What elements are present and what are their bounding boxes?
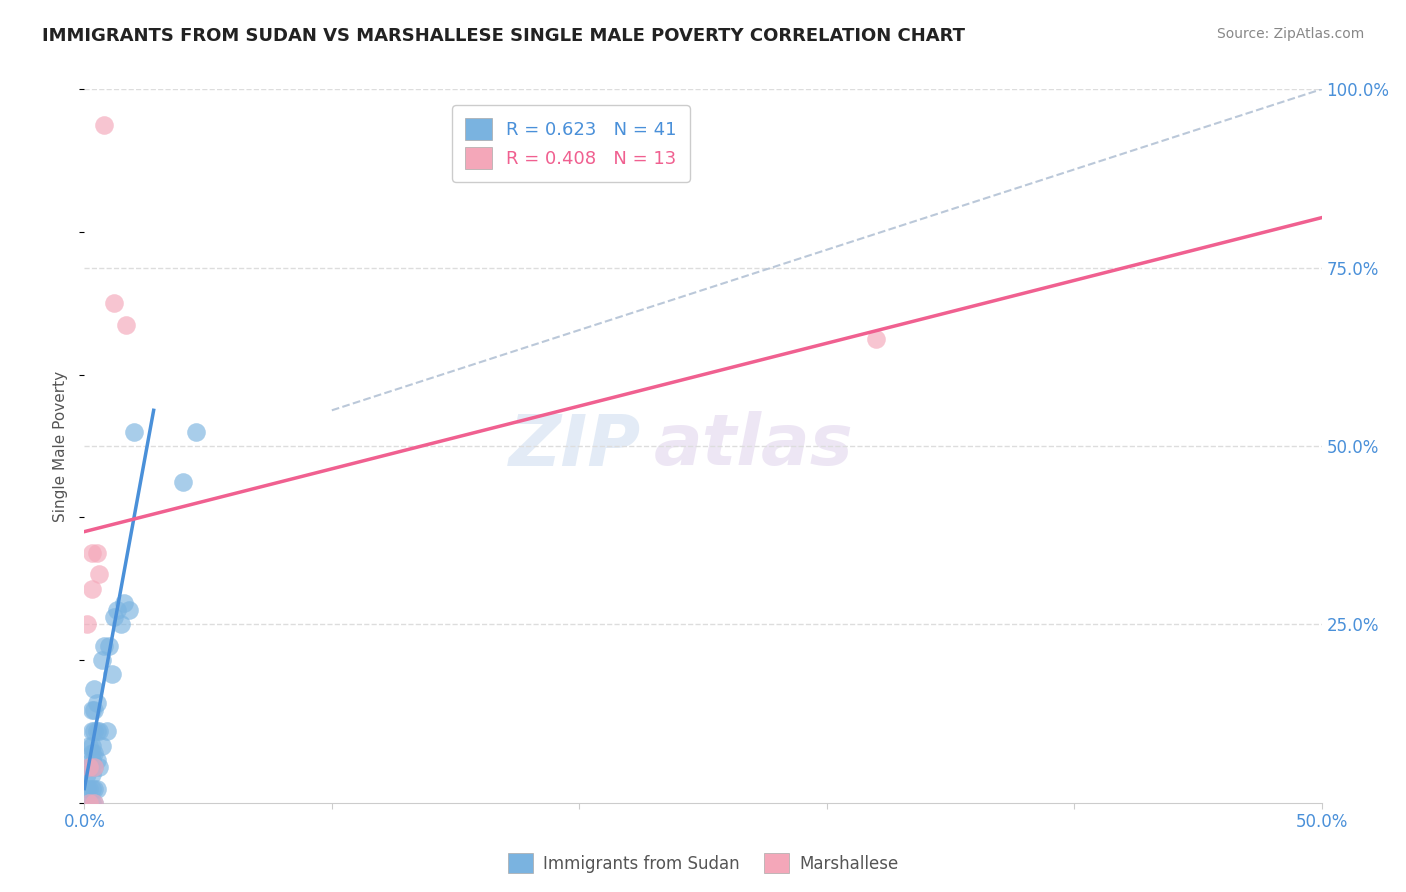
Point — [79, 781, 101, 796]
Point — [83, 781, 105, 796]
Point — [172, 475, 194, 489]
Point — [80, 582, 103, 596]
Point — [83, 796, 105, 810]
Point — [79, 796, 101, 810]
Point — [103, 610, 125, 624]
Point — [118, 603, 141, 617]
Point — [80, 753, 103, 767]
Point — [79, 760, 101, 774]
Point — [83, 681, 105, 696]
Point — [86, 781, 108, 796]
Point — [89, 567, 111, 582]
Point — [83, 724, 105, 739]
Y-axis label: Single Male Poverty: Single Male Poverty — [53, 370, 69, 522]
Point — [93, 118, 115, 132]
Point — [83, 760, 105, 774]
Point — [89, 724, 111, 739]
Text: Source: ZipAtlas.com: Source: ZipAtlas.com — [1216, 27, 1364, 41]
Point — [80, 746, 103, 760]
Point — [865, 332, 887, 346]
Point — [80, 546, 103, 560]
Point — [90, 739, 112, 753]
Point — [79, 760, 101, 774]
Point — [115, 318, 138, 332]
Point — [98, 639, 121, 653]
Point — [80, 781, 103, 796]
Point — [86, 546, 108, 560]
Point — [100, 667, 122, 681]
Point — [76, 781, 98, 796]
Point — [80, 767, 103, 781]
Point — [122, 425, 145, 439]
Text: ZIP: ZIP — [509, 411, 641, 481]
Point — [86, 724, 108, 739]
Point — [83, 703, 105, 717]
Point — [86, 696, 108, 710]
Point — [80, 724, 103, 739]
Point — [83, 746, 105, 760]
Text: atlas: atlas — [654, 411, 853, 481]
Text: IMMIGRANTS FROM SUDAN VS MARSHALLESE SINGLE MALE POVERTY CORRELATION CHART: IMMIGRANTS FROM SUDAN VS MARSHALLESE SIN… — [42, 27, 965, 45]
Point — [112, 596, 135, 610]
Point — [80, 703, 103, 717]
Point — [105, 603, 128, 617]
Point — [93, 639, 115, 653]
Point — [184, 425, 207, 439]
Point — [76, 617, 98, 632]
Point — [76, 767, 98, 781]
Point — [79, 739, 101, 753]
Point — [89, 760, 111, 774]
Point — [80, 739, 103, 753]
Point — [83, 760, 105, 774]
Point — [103, 296, 125, 310]
Point — [110, 617, 132, 632]
Point — [80, 796, 103, 810]
Point — [83, 796, 105, 810]
Point — [86, 753, 108, 767]
Point — [79, 796, 101, 810]
Point — [90, 653, 112, 667]
Point — [96, 724, 118, 739]
Legend: Immigrants from Sudan, Marshallese: Immigrants from Sudan, Marshallese — [501, 847, 905, 880]
